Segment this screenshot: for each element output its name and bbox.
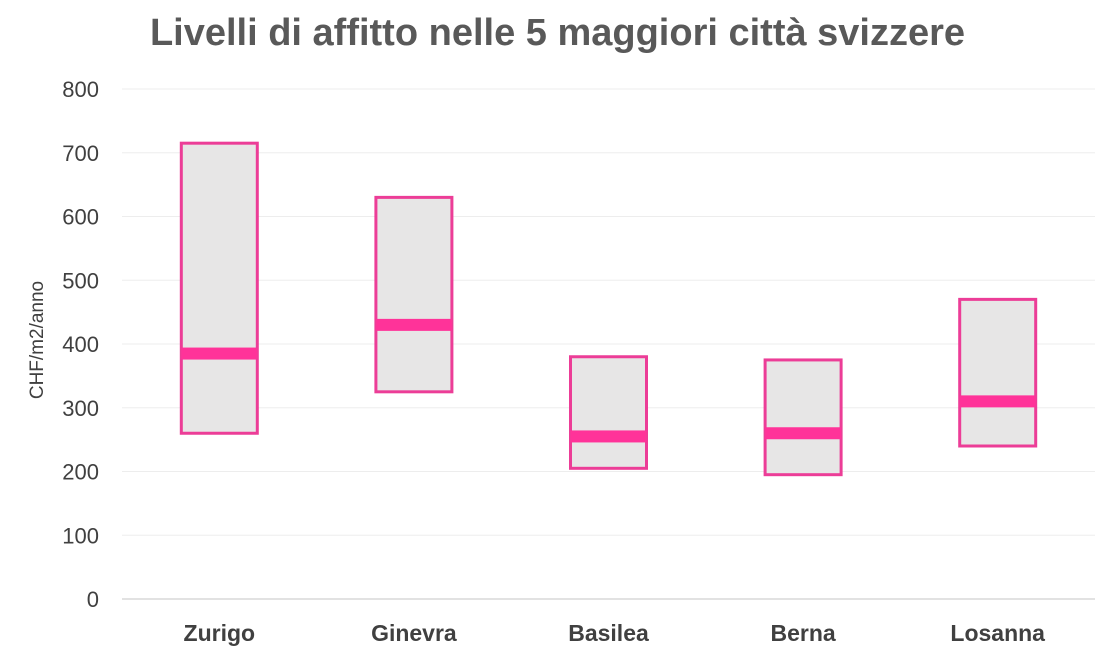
median-bar-zurigo <box>181 347 258 360</box>
y-tick-label: 400 <box>62 332 99 357</box>
median-bar-ginevra <box>375 318 452 331</box>
y-tick-label: 600 <box>62 205 99 230</box>
y-tick-label: 500 <box>62 268 99 293</box>
y-tick-label: 0 <box>87 587 99 612</box>
median-bar-basilea <box>570 430 647 443</box>
y-tick-label: 800 <box>62 77 99 102</box>
y-tick-label: 200 <box>62 460 99 485</box>
x-category-label: Basilea <box>568 620 649 646</box>
y-tick-label: 300 <box>62 396 99 421</box>
median-bar-losanna <box>959 395 1036 408</box>
x-category-label: Berna <box>770 620 835 646</box>
range-box-ginevra <box>374 195 454 394</box>
chart-title: Livelli di affitto nelle 5 maggiori citt… <box>149 12 966 54</box>
range-box-losanna <box>958 297 1038 448</box>
y-tick-label: 700 <box>62 141 99 166</box>
x-category-label: Ginevra <box>371 620 457 646</box>
range-box-berna <box>763 358 843 477</box>
y-tick-label: 100 <box>62 523 99 548</box>
range-box-basilea <box>569 355 648 470</box>
range-box-zurigo <box>179 141 259 435</box>
x-category-label: Losanna <box>950 620 1045 646</box>
x-category-label: Zurigo <box>184 620 256 646</box>
median-bar-berna <box>765 427 842 440</box>
